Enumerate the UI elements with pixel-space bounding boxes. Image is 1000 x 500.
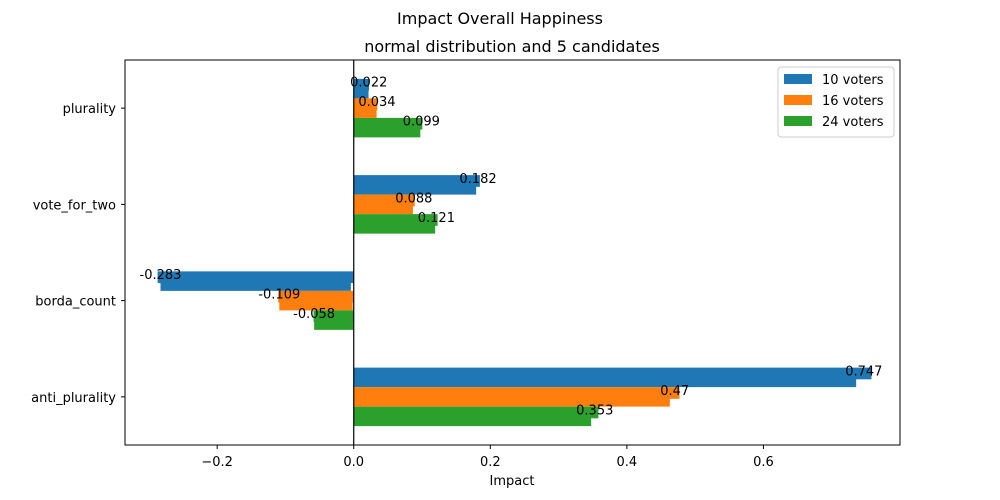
data-label-0-1: 0.182: [459, 172, 496, 187]
y-tick-label-2: borda_count: [35, 295, 116, 310]
legend-label-1: 16 voters: [822, 94, 884, 109]
data-label-1-2: -0.109: [258, 288, 300, 303]
legend-swatch-2: [784, 116, 812, 126]
bar-2-0: [353, 123, 421, 138]
plot-area: 0.022 0.182 -0.283 0.747 0.034 0.088 -0.109 0.4…: [31, 59, 901, 470]
legend: 10 voters 16 voters 24 voters: [777, 66, 895, 138]
x-axis-label: Impact: [490, 474, 535, 489]
bar-2-3: [353, 412, 592, 427]
chart-title: normal distribution and 5 candidates: [364, 37, 660, 56]
bar-1-2: [279, 296, 353, 311]
x-tick-label-1: 0.0: [343, 455, 364, 470]
bar-2-1: [353, 219, 436, 234]
data-label-0-2: -0.283: [140, 268, 182, 283]
legend-swatch-1: [784, 95, 812, 105]
bar-1-1: [353, 200, 413, 215]
y-tick-label-3: anti_plurality: [31, 391, 116, 406]
data-label-0-3: 0.747: [845, 364, 882, 379]
x-tick-label-3: 0.4: [617, 455, 638, 470]
data-label-2-3: 0.353: [576, 403, 613, 418]
legend-label-0: 10 voters: [822, 73, 884, 88]
bar-0-2: [160, 277, 351, 291]
bar-0-0: [353, 84, 369, 99]
x-tick-label-0: −0.2: [201, 455, 233, 470]
x-tick-label-2: 0.2: [480, 455, 501, 470]
bar-2-2: [314, 316, 354, 330]
legend-swatch-0: [784, 74, 812, 84]
y-tick-label-0: plurality: [63, 102, 117, 117]
axes-frame: [124, 59, 901, 446]
bar-1-3: [353, 392, 670, 407]
bar-0-3: [353, 373, 857, 388]
data-label-1-0: 0.034: [358, 95, 395, 110]
data-label-1-1: 0.088: [395, 191, 432, 206]
data-label-1-3: 0.47: [660, 384, 689, 399]
y-tick-label-1: vote_for_two: [33, 198, 116, 213]
data-label-2-0: 0.099: [403, 115, 440, 130]
bar-0-1: [353, 180, 477, 195]
data-label-2-2: -0.058: [293, 307, 335, 322]
legend-label-2: 24 voters: [822, 115, 884, 130]
chart-suptitle: Impact Overall Happiness: [397, 9, 603, 28]
bar-1-0: [353, 104, 377, 118]
x-tick-label-4: 0.6: [753, 455, 774, 470]
data-label-0-0: 0.022: [350, 76, 387, 91]
data-label-2-1: 0.121: [418, 211, 455, 226]
